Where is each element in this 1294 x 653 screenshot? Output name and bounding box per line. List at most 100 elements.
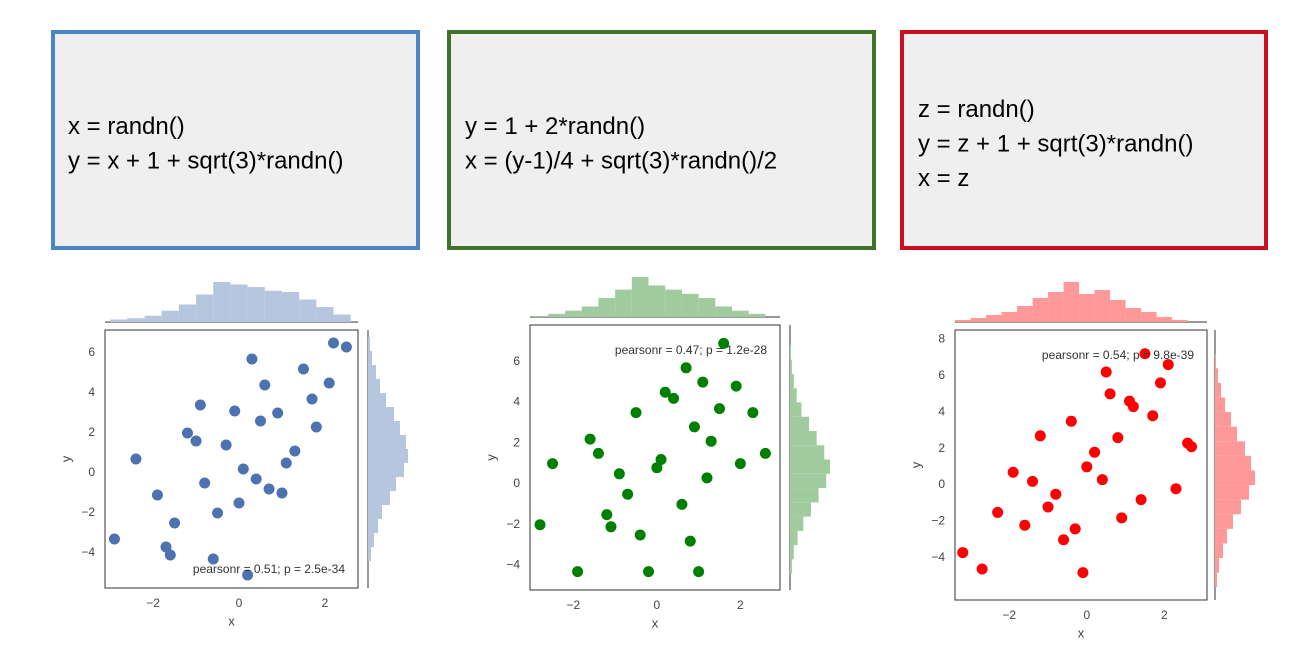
hist-bar (1079, 294, 1095, 322)
hist-bar (196, 294, 214, 322)
hist-bar (1215, 426, 1237, 442)
hist-bar (565, 310, 582, 317)
axes-frame (104, 329, 359, 589)
hist-bar (368, 505, 382, 519)
y-tick-label: 2 (513, 435, 520, 449)
y-tick-label: −2 (931, 514, 945, 528)
hist-bar (110, 319, 128, 322)
hist-bar (1215, 368, 1218, 383)
point (718, 337, 730, 349)
point (1058, 534, 1070, 546)
point (306, 393, 318, 405)
point (622, 488, 634, 500)
point (705, 435, 717, 447)
x-tick-label: 0 (654, 598, 661, 612)
hist-bar (368, 393, 386, 407)
y-tick-label: 4 (88, 385, 95, 399)
point (229, 405, 241, 417)
code-box (900, 30, 1268, 250)
point (1096, 474, 1108, 486)
hist-bar (247, 287, 265, 322)
annotation: pearsonr = 0.51; p = 2.5e-34 (193, 562, 345, 576)
hist-bar (698, 298, 716, 317)
point (289, 445, 301, 457)
hist-bar (281, 292, 300, 322)
point (747, 407, 759, 419)
point (1147, 410, 1159, 422)
hist-bar (368, 351, 372, 365)
point (1104, 388, 1116, 400)
point (1050, 488, 1062, 500)
point (272, 407, 284, 419)
hist-bar (230, 284, 248, 322)
point (340, 341, 352, 353)
hist-bar (1215, 514, 1233, 529)
point (1069, 523, 1081, 535)
hist-bar (790, 459, 830, 474)
x-tick-label: 2 (1161, 608, 1168, 622)
code-box (51, 30, 420, 250)
point (1162, 359, 1174, 371)
code-line: y = z + 1 + sqrt(3)*randn() (918, 130, 1193, 157)
y-tick-label: 4 (513, 395, 520, 409)
code-line: x = (y-1)/4 + sqrt(3)*randn()/2 (465, 148, 777, 175)
point (713, 403, 725, 415)
hist-bar (790, 373, 794, 389)
point (1139, 348, 1151, 360)
point (1182, 437, 1194, 449)
hist-bar (681, 293, 699, 317)
hist-bar (1172, 320, 1188, 322)
hist-bar (1094, 290, 1111, 322)
point (1135, 494, 1147, 506)
point (233, 497, 245, 509)
axes-frame (529, 324, 781, 591)
hist-bar (986, 315, 1002, 322)
hist-bar (333, 314, 351, 322)
point (151, 489, 163, 501)
point (280, 457, 292, 469)
hist-bar (790, 473, 827, 489)
x-axis-label: x (1078, 625, 1085, 640)
hist-bar (790, 431, 817, 446)
hist-bar (790, 559, 792, 574)
point (534, 519, 546, 531)
y-tick-label: 2 (938, 441, 945, 455)
hist-bar (548, 313, 566, 317)
y-axis-label: y (483, 454, 498, 461)
hist-bar (790, 345, 791, 360)
y-tick-label: 6 (513, 354, 520, 368)
point (1007, 466, 1019, 478)
point (584, 433, 596, 445)
point (1019, 519, 1031, 531)
point (1100, 366, 1112, 378)
y-tick-label: 6 (938, 368, 945, 382)
point (212, 507, 224, 519)
point (237, 463, 249, 475)
point (297, 363, 309, 375)
hist-bar (1215, 558, 1219, 573)
point (263, 483, 275, 495)
point (630, 407, 642, 419)
hist-bar (1032, 298, 1049, 322)
point (164, 549, 176, 561)
point (246, 353, 258, 365)
hist-bar (970, 318, 987, 322)
point (190, 435, 202, 447)
hist-bar (299, 299, 317, 322)
hist-bar (368, 547, 371, 561)
hist-bar (368, 379, 380, 393)
y-tick-label: −4 (506, 558, 520, 572)
hist-bar (790, 416, 810, 431)
point (169, 517, 181, 529)
hist-bar (368, 407, 394, 421)
hist-bar (1215, 382, 1221, 398)
x-axis-label: x (228, 613, 235, 628)
point (199, 477, 211, 489)
hist-bar (1125, 308, 1142, 322)
point (730, 380, 742, 392)
hist-bar (368, 421, 400, 435)
point (1042, 501, 1054, 513)
hist-bar (790, 445, 825, 460)
hist-bar (790, 516, 804, 531)
